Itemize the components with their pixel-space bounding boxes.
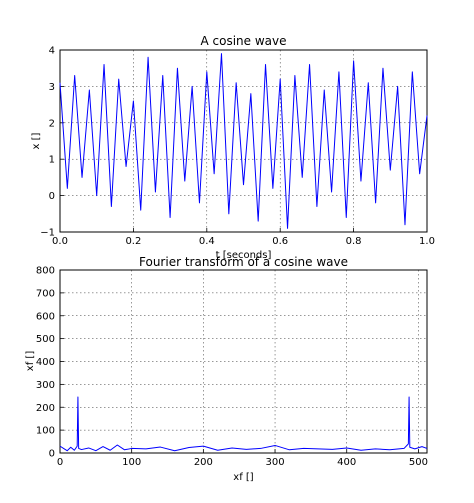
gridlines [60, 50, 427, 232]
ticks: 0.0 0.2 0.4 0.6 0.8 1.0 −1 0 1 2 3 4 [40, 46, 435, 248]
y-tick-label: 3 [49, 82, 55, 93]
x-tick-label: 1.0 [419, 236, 435, 247]
series-layer [59, 53, 428, 229]
chart-title: Fourier transform of a cosine wave [139, 255, 348, 269]
x-tick-label: 400 [337, 457, 356, 468]
chart-title: A cosine wave [200, 34, 286, 48]
y-axis-label: x [] [31, 132, 42, 149]
y-tick-label: 200 [36, 403, 55, 414]
x-tick-label: 0.4 [199, 236, 215, 247]
series-line [59, 53, 428, 229]
x-tick-label: 0 [57, 457, 63, 468]
plot-frame [59, 49, 428, 233]
y-tick-label: 300 [36, 380, 55, 391]
y-tick-label: −1 [40, 228, 55, 239]
y-tick-label: 600 [36, 311, 55, 322]
y-tick-label: 0 [49, 191, 55, 202]
x-tick-label: 500 [409, 457, 428, 468]
x-tick-label: 100 [122, 457, 141, 468]
x-axis-label: t [seconds] [216, 250, 272, 261]
ticks: 0 100 200 300 400 500 0 100 200 300 400 500 600 700 80… [36, 266, 428, 469]
x-tick-label: 200 [194, 457, 213, 468]
plot-frame [59, 269, 428, 454]
y-tick-label: 800 [36, 266, 55, 277]
y-tick-label: 500 [36, 334, 55, 345]
y-tick-label: 700 [36, 288, 55, 299]
series-layer [59, 396, 428, 452]
x-tick-label: 0.2 [125, 236, 141, 247]
y-tick-label: 400 [36, 357, 55, 368]
x-axis-label: xf [] [233, 472, 254, 483]
y-axis-label: xf [] [25, 351, 36, 372]
y-tick-label: 100 [36, 426, 55, 437]
x-tick-label: 0.0 [52, 236, 68, 247]
y-tick-label: 2 [49, 118, 55, 129]
fourier-transform-plot: 0 100 200 300 400 500 0 100 200 300 400 500 600 700 80… [25, 255, 428, 483]
x-tick-label: 0.6 [272, 236, 288, 247]
x-tick-label: 0.8 [346, 236, 362, 247]
y-tick-label: 4 [49, 46, 55, 57]
y-tick-label: 0 [49, 449, 55, 460]
series-line [59, 396, 428, 452]
gridlines [60, 270, 427, 453]
x-tick-label: 300 [265, 457, 284, 468]
y-tick-label: 1 [49, 155, 55, 166]
